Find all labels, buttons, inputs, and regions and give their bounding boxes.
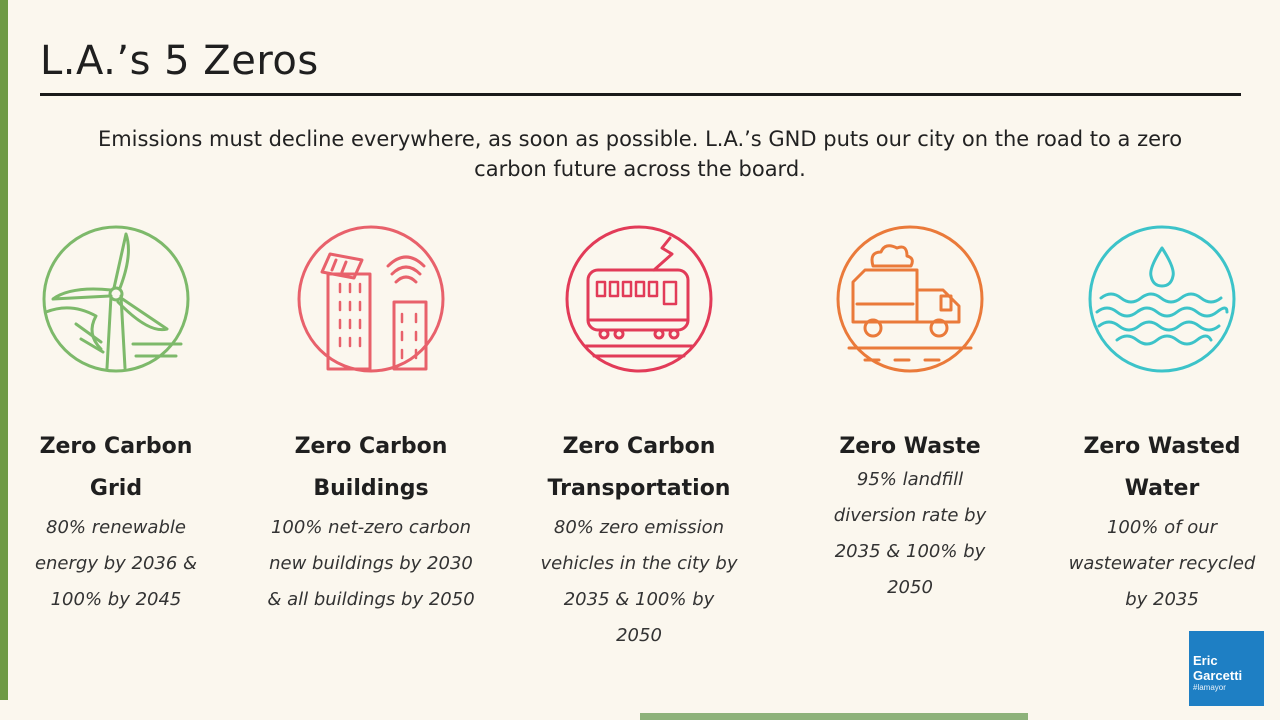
tram-icon	[565, 225, 713, 373]
goal-description: 80% zero emission vehicles in the city by…	[540, 517, 738, 646]
goal-waste: Zero Waste 95% landfill diversion rate by…	[785, 224, 1035, 606]
buildings-icon	[297, 225, 445, 373]
goal-water: Zero Wasted Water 100% of our wastewater r…	[1037, 224, 1280, 618]
slide-subtitle: Emissions must decline everywhere, as so…	[97, 127, 1183, 181]
left-accent-bar	[0, 0, 8, 700]
eric-garcetti-badge: Eric Garcetti #lamayor	[1189, 631, 1264, 706]
goal-description: 80% renewable energy by 2036 & 100% by 204…	[34, 517, 198, 610]
bottom-accent-bar	[640, 713, 1028, 720]
goal-transportation: Zero Carbon Transportation 80% zero emiss…	[514, 224, 764, 654]
badge-line-1: Eric	[1193, 653, 1218, 668]
goal-title: Zero Carbon Transportation	[547, 434, 731, 501]
wind-turbine-icon	[42, 225, 190, 373]
goal-title: Zero Carbon Grid	[39, 434, 193, 501]
goal-description: 100% of our wastewater recycled by 2035	[1068, 517, 1256, 610]
dump-truck-icon	[836, 225, 984, 373]
water-drop-icon	[1088, 225, 1236, 373]
goal-description: 100% net-zero carbon new buildings by 203…	[267, 517, 475, 610]
goal-title: Zero Waste	[839, 434, 981, 459]
title-divider	[40, 93, 1241, 96]
badge-line-2: Garcetti	[1193, 668, 1243, 683]
slide-title: L.A.’s 5 Zeros	[40, 38, 319, 84]
goal-buildings: Zero Carbon Buildings 100% net-zero carbo…	[246, 224, 496, 618]
goal-grid: Zero Carbon Grid 80% renewable energy by 2…	[0, 224, 241, 618]
goal-title: Zero Wasted Water	[1083, 434, 1241, 501]
goal-title: Zero Carbon Buildings	[294, 434, 448, 501]
badge-hashtag: #lamayor	[1193, 683, 1226, 692]
goal-description: 95% landfill diversion rate by 2035 & 100%…	[833, 469, 987, 598]
